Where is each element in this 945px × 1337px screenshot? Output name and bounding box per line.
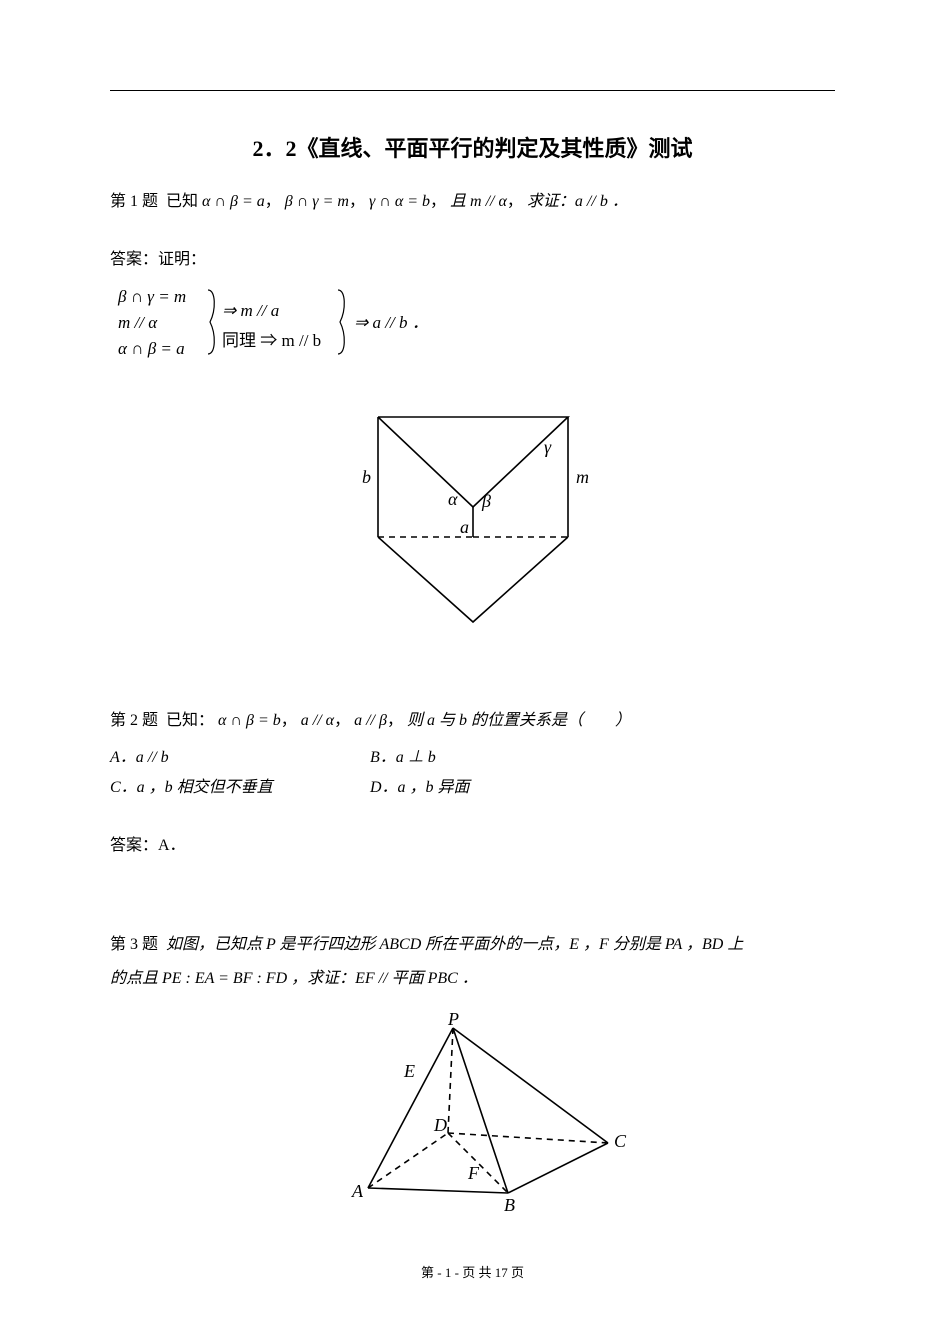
lbl-E: E bbox=[403, 1061, 415, 1081]
fig1-top bbox=[378, 417, 568, 507]
opt-D: D．a ，b 异面 bbox=[370, 779, 470, 796]
q2-c1: α ∩ β = b bbox=[218, 712, 281, 729]
q1-stem: 第 1 题 已知 α ∩ β = a， β ∩ γ = m， γ ∩ α = b… bbox=[110, 187, 835, 217]
fig1-lowerV bbox=[378, 537, 568, 622]
q1-c2: β ∩ γ = m bbox=[285, 193, 349, 210]
brace-2 bbox=[338, 290, 344, 354]
edge-AB bbox=[368, 1188, 508, 1193]
lbl-m: m bbox=[576, 467, 589, 487]
q1-c3: γ ∩ α = b bbox=[369, 193, 430, 210]
opt-B: B．a ⊥ b bbox=[370, 749, 436, 766]
q2-options: A．a // b B．a ⊥ b C．a ，b 相交但不垂直 D．a ，b 异面 bbox=[110, 743, 835, 804]
proof-l2: m // α bbox=[118, 313, 158, 332]
q1-proof: β ∩ γ = m m // α α ∩ β = a ⇒ m // a 同理 ⇒… bbox=[110, 282, 835, 380]
q3-figure: P E D C A B F bbox=[110, 1013, 835, 1218]
edge-DC bbox=[448, 1133, 608, 1143]
q2-pre: 已知： bbox=[166, 712, 214, 729]
edge-PC bbox=[453, 1028, 608, 1143]
q1-figure-svg: b m γ α β a bbox=[348, 397, 598, 627]
edge-BC bbox=[508, 1143, 608, 1193]
lbl-F: F bbox=[467, 1163, 480, 1183]
lbl-beta: β bbox=[481, 491, 491, 511]
brace-1 bbox=[208, 290, 214, 354]
proof-r1b: 同理 ⇒ m // b bbox=[222, 331, 321, 350]
q1-c4: 且 m // α bbox=[450, 193, 507, 210]
lbl-C: C bbox=[614, 1131, 627, 1151]
edge-PA bbox=[368, 1028, 453, 1188]
proof-l3: α ∩ β = a bbox=[118, 339, 185, 358]
q1-label: 第 1 题 bbox=[110, 193, 158, 210]
lbl-D: D bbox=[433, 1115, 447, 1135]
q1-proof-svg: β ∩ γ = m m // α α ∩ β = a ⇒ m // a 同理 ⇒… bbox=[110, 282, 450, 372]
lbl-a: a bbox=[460, 517, 469, 537]
q2-label: 第 2 题 bbox=[110, 712, 158, 729]
q3-s2: 的点且 PE : EA = BF : FD ，求证：EF // 平面 PBC ． bbox=[110, 970, 478, 987]
edge-PB bbox=[453, 1028, 508, 1193]
page-title: 2．2《直线、平面平行的判定及其性质》测试 bbox=[110, 131, 835, 163]
q3-figure-svg: P E D C A B F bbox=[308, 1013, 638, 1213]
footer-pre: 第 - bbox=[421, 1265, 445, 1280]
lbl-b: b bbox=[362, 467, 371, 487]
q2-answer: 答案：A． bbox=[110, 831, 835, 861]
q1-c1: α ∩ β = a bbox=[202, 193, 265, 210]
q3-s1: 如图，已知点 P 是平行四边形 ABCD 所在平面外的一点，E ，F 分别是 P… bbox=[166, 936, 743, 953]
q2-stem: 第 2 题 已知： α ∩ β = b， a // α， a // β， 则 a… bbox=[110, 706, 835, 736]
lbl-P: P bbox=[447, 1013, 459, 1029]
q3-stem2: 的点且 PE : EA = BF : FD ，求证：EF // 平面 PBC ． bbox=[110, 964, 835, 994]
lbl-A: A bbox=[351, 1181, 364, 1201]
page-footer: 第 - 1 - 页 共 17 页 bbox=[0, 1262, 945, 1281]
q2-ask: 则 a 与 b 的位置关系是（ ） bbox=[407, 712, 631, 729]
q1-figure: b m γ α β a bbox=[110, 397, 835, 632]
q1-ask: 求证：a // b ． bbox=[527, 193, 628, 210]
lbl-gamma: γ bbox=[544, 437, 552, 457]
q1-answer-label: 答案：证明： bbox=[110, 245, 835, 275]
proof-r1a: ⇒ m // a bbox=[222, 301, 279, 320]
opt-C: C．a ，b 相交但不垂直 bbox=[110, 779, 273, 796]
top-rule bbox=[110, 90, 835, 91]
q3-label: 第 3 题 bbox=[110, 936, 158, 953]
footer-mid: - 页 共 bbox=[451, 1265, 494, 1280]
lbl-alpha: α bbox=[448, 489, 458, 509]
q3-stem1: 第 3 题 如图，已知点 P 是平行四边形 ABCD 所在平面外的一点，E ，F… bbox=[110, 930, 835, 960]
footer-suf: 页 bbox=[508, 1265, 524, 1280]
q2-c3: a // β bbox=[354, 712, 387, 729]
proof-l1: β ∩ γ = m bbox=[117, 287, 186, 306]
opt-A: A．a // b bbox=[110, 749, 169, 766]
q2-c2: a // α bbox=[301, 712, 334, 729]
q1-pre: 已知 bbox=[166, 193, 198, 210]
proof-r2: ⇒ a // b ． bbox=[354, 313, 429, 332]
footer-total: 17 bbox=[495, 1265, 508, 1280]
lbl-B: B bbox=[504, 1195, 515, 1213]
edge-AD bbox=[368, 1133, 448, 1188]
edge-PD bbox=[448, 1028, 453, 1133]
